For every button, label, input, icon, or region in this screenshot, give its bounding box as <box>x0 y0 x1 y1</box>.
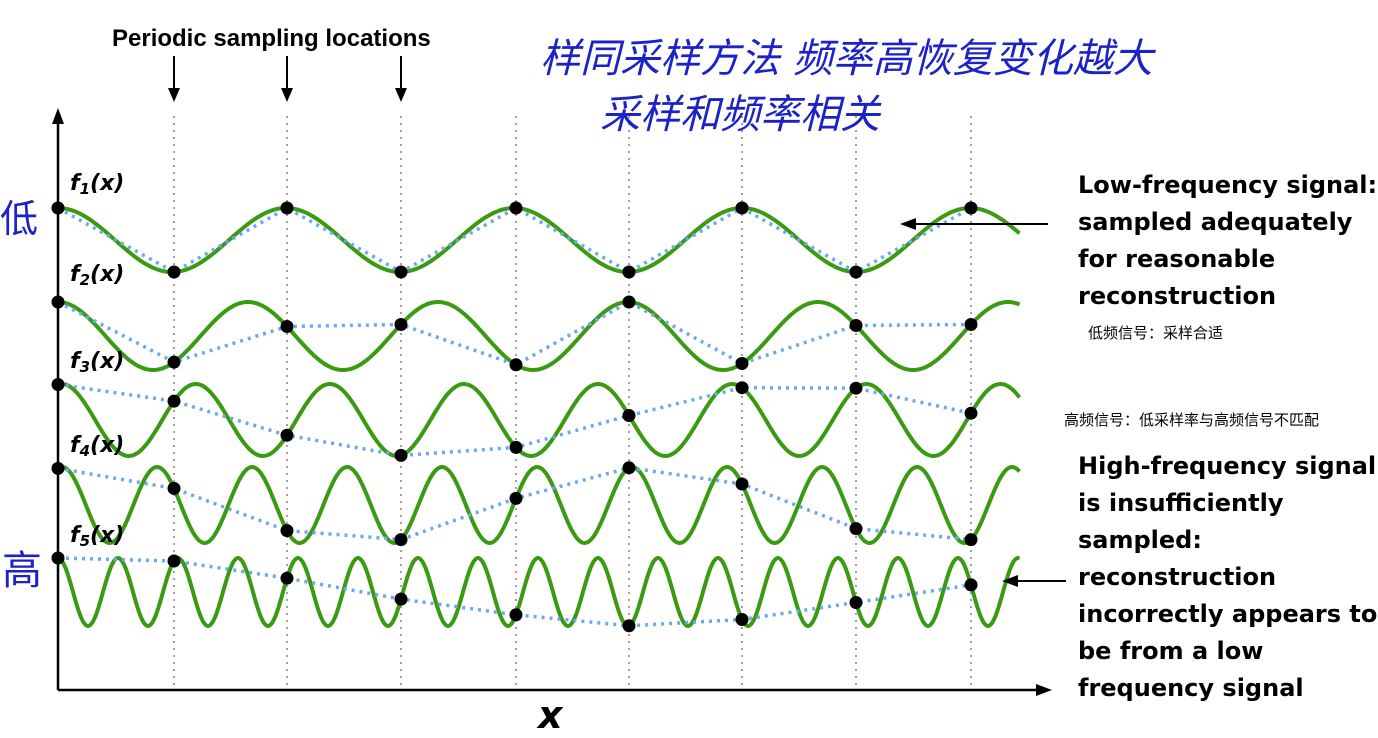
handwritten-high-mark: 高 <box>2 548 42 594</box>
diagram-title: Periodic sampling locations <box>112 25 431 52</box>
sample-point <box>394 318 408 331</box>
x-axis-arrow-icon <box>1036 684 1052 696</box>
high-pointer-arrow-icon <box>1002 575 1018 587</box>
function-label-1: f1(x) <box>70 171 124 198</box>
down-arrow-icon <box>395 88 407 102</box>
down-arrow-icon <box>281 88 293 102</box>
sample-point <box>167 481 181 495</box>
sample-point <box>849 596 863 609</box>
sample-point <box>167 554 181 568</box>
signal-curve-5 <box>57 555 1021 629</box>
low-panel-line: Low-frequency signal: <box>1078 171 1378 199</box>
sample-point <box>509 491 523 505</box>
sample-point <box>964 533 978 547</box>
low-frequency-panel: Low-frequency signal: sampled adequately… <box>1078 167 1378 315</box>
sample-point <box>735 357 749 370</box>
x-axis-label: x <box>536 693 564 737</box>
sample-point <box>280 428 294 442</box>
high-panel-line: frequency signal <box>1078 674 1304 702</box>
sample-point <box>394 533 408 547</box>
signal-curve-4 <box>57 464 1021 546</box>
signal-curve-3 <box>57 381 1022 459</box>
sample-point <box>849 381 863 395</box>
high-panel-line: High-frequency signal <box>1078 452 1377 480</box>
low-panel-line: reconstruction <box>1078 282 1277 310</box>
high-panel-line: be from a low <box>1078 637 1264 665</box>
sample-point <box>735 613 749 626</box>
sample-point <box>849 522 863 536</box>
sample-point <box>167 394 181 408</box>
sample-point <box>509 201 523 215</box>
sample-point <box>394 448 408 462</box>
function-label-3: f3(x) <box>70 349 124 376</box>
low-panel-line: for reasonable <box>1078 245 1276 273</box>
high-frequency-panel: High-frequency signal is insufficiently … <box>1078 448 1378 707</box>
sample-point <box>622 265 636 279</box>
sample-point <box>167 355 181 369</box>
signal-curves <box>51 201 1022 633</box>
high-panel-line: is insufficiently <box>1078 489 1284 517</box>
function-label-5: f5(x) <box>70 523 124 550</box>
handwritten-low-mark: 低 <box>0 197 38 241</box>
sample-point <box>394 592 408 606</box>
sample-point <box>964 578 978 592</box>
sample-point <box>964 201 978 215</box>
sample-point <box>735 381 749 395</box>
down-arrow-icon <box>168 88 180 102</box>
function-labels: f1(x) f2(x) f3(x) f4(x) f5(x) <box>70 171 124 550</box>
sample-point <box>622 619 636 633</box>
sample-point <box>849 265 863 279</box>
sample-point <box>849 319 863 332</box>
sample-point <box>509 440 523 454</box>
low-pointer-arrow-icon <box>900 218 916 230</box>
sample-point <box>280 524 294 538</box>
sampling-arrows <box>168 56 407 102</box>
high-panel-line: incorrectly appears to <box>1078 600 1378 628</box>
sample-point <box>509 358 523 372</box>
signal-curve-2 <box>58 300 1021 372</box>
low-panel-line: sampled adequately <box>1078 208 1353 236</box>
sample-point <box>280 571 294 585</box>
sample-point <box>280 320 294 333</box>
handwritten-note-line2: 采样和频率相关 <box>600 92 882 138</box>
sample-point <box>622 295 636 309</box>
low-frequency-note: 低频信号：采样合适 <box>1088 324 1224 342</box>
handwritten-note-line1: 样同采样方法 频率高恢复变化越大 <box>540 36 1157 82</box>
reconstruction-line-5 <box>57 556 972 628</box>
sample-point <box>622 409 636 422</box>
sample-point <box>509 608 523 622</box>
sample-point <box>167 265 181 279</box>
function-label-2: f2(x) <box>70 262 124 289</box>
sample-point <box>735 477 749 491</box>
sample-point <box>394 265 408 279</box>
function-label-4: f4(x) <box>70 433 124 460</box>
reconstruction-line-1 <box>57 205 972 275</box>
high-frequency-note: 高频信号：低采样率与高频信号不匹配 <box>1064 411 1320 429</box>
sample-point <box>622 461 636 475</box>
y-axis-arrow-icon <box>52 108 64 124</box>
reconstruction-line-2 <box>57 300 972 367</box>
sample-point <box>735 201 749 215</box>
sample-point <box>964 406 978 420</box>
high-panel-line: sampled: <box>1078 526 1202 554</box>
sample-point <box>280 201 294 215</box>
sample-point <box>964 318 978 331</box>
high-panel-line: reconstruction <box>1078 563 1277 591</box>
